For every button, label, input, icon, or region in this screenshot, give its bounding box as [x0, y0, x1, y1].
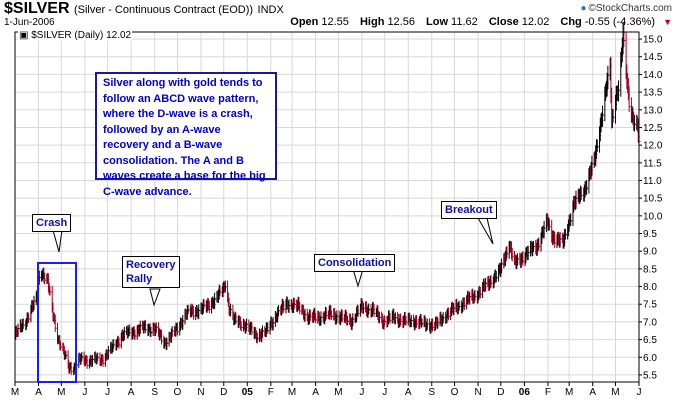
consolidation-callout: Consolidation: [314, 254, 396, 272]
symbol-description: (Silver - Continuous Contract (EOD)): [73, 4, 254, 16]
y-tick-label: 9.0: [643, 247, 657, 258]
recovery-callout-line2: Rally: [126, 273, 153, 285]
y-tick-label: 15.0: [643, 35, 663, 46]
chart-title: $SILVER (Silver - Continuous Contract (E…: [4, 0, 284, 18]
y-tick-label: 12.5: [643, 123, 663, 134]
x-tick-label: N: [197, 387, 204, 398]
y-axis: 5.5 6.0 6.5 7.0 7.5 8.0 8.5 9.0 9.5 10.0 10.5 11.0 1…: [639, 35, 663, 381]
exchange: INDX: [257, 4, 284, 16]
x-tick-label: S: [428, 387, 435, 398]
y-tick-label: 14.5: [643, 52, 663, 63]
plot-frame: [14, 31, 640, 383]
x-tick-label: J: [105, 387, 110, 398]
x-tick-label: J: [82, 387, 87, 398]
recovery-pointer: [149, 288, 161, 307]
x-tick-label: J: [382, 387, 387, 398]
x-tick-label: A: [128, 387, 135, 398]
change-value: -0.55 (-4.36%): [584, 16, 656, 28]
x-tick-label: M: [334, 387, 342, 398]
y-tick-label: 13.0: [643, 105, 663, 116]
y-tick-label: 13.5: [643, 88, 663, 99]
y-tick-label: 10.0: [643, 211, 663, 222]
x-tick-label: A: [405, 387, 412, 398]
y-tick-label: 5.5: [643, 370, 657, 381]
callout-pointers: [52, 217, 494, 307]
change-label: Chg: [560, 16, 582, 28]
breakout-callout: Breakout: [441, 201, 497, 219]
x-tick-label: A: [312, 387, 319, 398]
y-tick-label: 11.0: [643, 176, 662, 187]
high-value: 12.56: [387, 16, 415, 28]
series-legend: ▣ $SILVER (Daily) 12.02: [18, 30, 133, 41]
y-tick-label: 6.0: [643, 353, 657, 364]
brand-text: ©StockCharts.com: [588, 3, 672, 14]
y-tick-label: 7.0: [643, 317, 657, 328]
recovery-callout-line1: Recovery: [126, 259, 176, 271]
x-tick-label: A: [35, 387, 42, 398]
x-tick-label: M: [565, 387, 573, 398]
x-tick-label: N: [474, 387, 481, 398]
y-tick-label: 8.5: [643, 264, 657, 275]
brand-logo-icon: ●: [580, 3, 587, 14]
x-tick-label: F: [268, 387, 274, 398]
low-label: Low: [426, 16, 449, 28]
y-tick-label: 11.5: [643, 158, 662, 169]
crash-callout: Crash: [32, 214, 72, 232]
y-tick-label: 14.0: [643, 70, 663, 81]
x-tick-label: O: [174, 387, 182, 398]
ohlc-readout: Open 12.55 High 12.56 Low 11.62 Close 12.02 …: [287, 16, 672, 28]
breakout-pointer: [477, 217, 494, 245]
x-tick-label: A: [589, 387, 596, 398]
open-label: Open: [290, 16, 319, 28]
low-value: 11.62: [451, 16, 478, 28]
close-label: Close: [488, 16, 519, 28]
x-tick-label: F: [545, 387, 551, 398]
x-tick-label: M: [611, 387, 619, 398]
y-tick-label: 9.5: [643, 229, 657, 240]
crash-highlight-box: [37, 262, 77, 383]
x-tick-label: J: [637, 387, 642, 398]
open-value: 12.55: [321, 16, 349, 28]
price-bars: [14, 22, 641, 376]
brand[interactable]: ● ©StockCharts.com: [580, 3, 672, 14]
x-tick-label: D: [220, 387, 227, 398]
x-tick-label: J: [359, 387, 364, 398]
x-tick-label: M: [11, 387, 19, 398]
x-tick-label: O: [451, 387, 459, 398]
y-tick-label: 10.5: [643, 194, 663, 205]
crash-pointer: [52, 229, 63, 253]
x-tick-label: D: [497, 387, 504, 398]
x-axis: M A M J J A S O N D 05 F M A M J J A S O N D 06 F M A M J: [11, 382, 642, 398]
x-tick-label: 05: [242, 387, 254, 398]
recovery-callout: Recovery Rally: [122, 256, 180, 288]
y-tick-label: 12.0: [643, 141, 663, 152]
high-label: High: [359, 16, 385, 28]
down-triangle-icon: ▼: [663, 17, 672, 27]
chart-date: 1-Jun-2006: [4, 17, 55, 28]
y-tick-label: 7.5: [643, 300, 657, 311]
legend-swatch-icon: ▣: [19, 30, 29, 41]
x-tick-label: M: [57, 387, 65, 398]
close-value: 12.02: [521, 16, 550, 28]
symbol: $SILVER: [4, 0, 70, 17]
legend-label: $SILVER (Daily) 12.02: [31, 30, 132, 41]
annotation-note: Silver along with gold tends to follow a…: [95, 72, 277, 198]
y-tick-label: 8.0: [643, 282, 657, 293]
x-tick-label: M: [288, 387, 296, 398]
y-tick-label: 6.5: [643, 335, 657, 346]
x-tick-label: S: [151, 387, 158, 398]
x-tick-label: 06: [519, 387, 531, 398]
